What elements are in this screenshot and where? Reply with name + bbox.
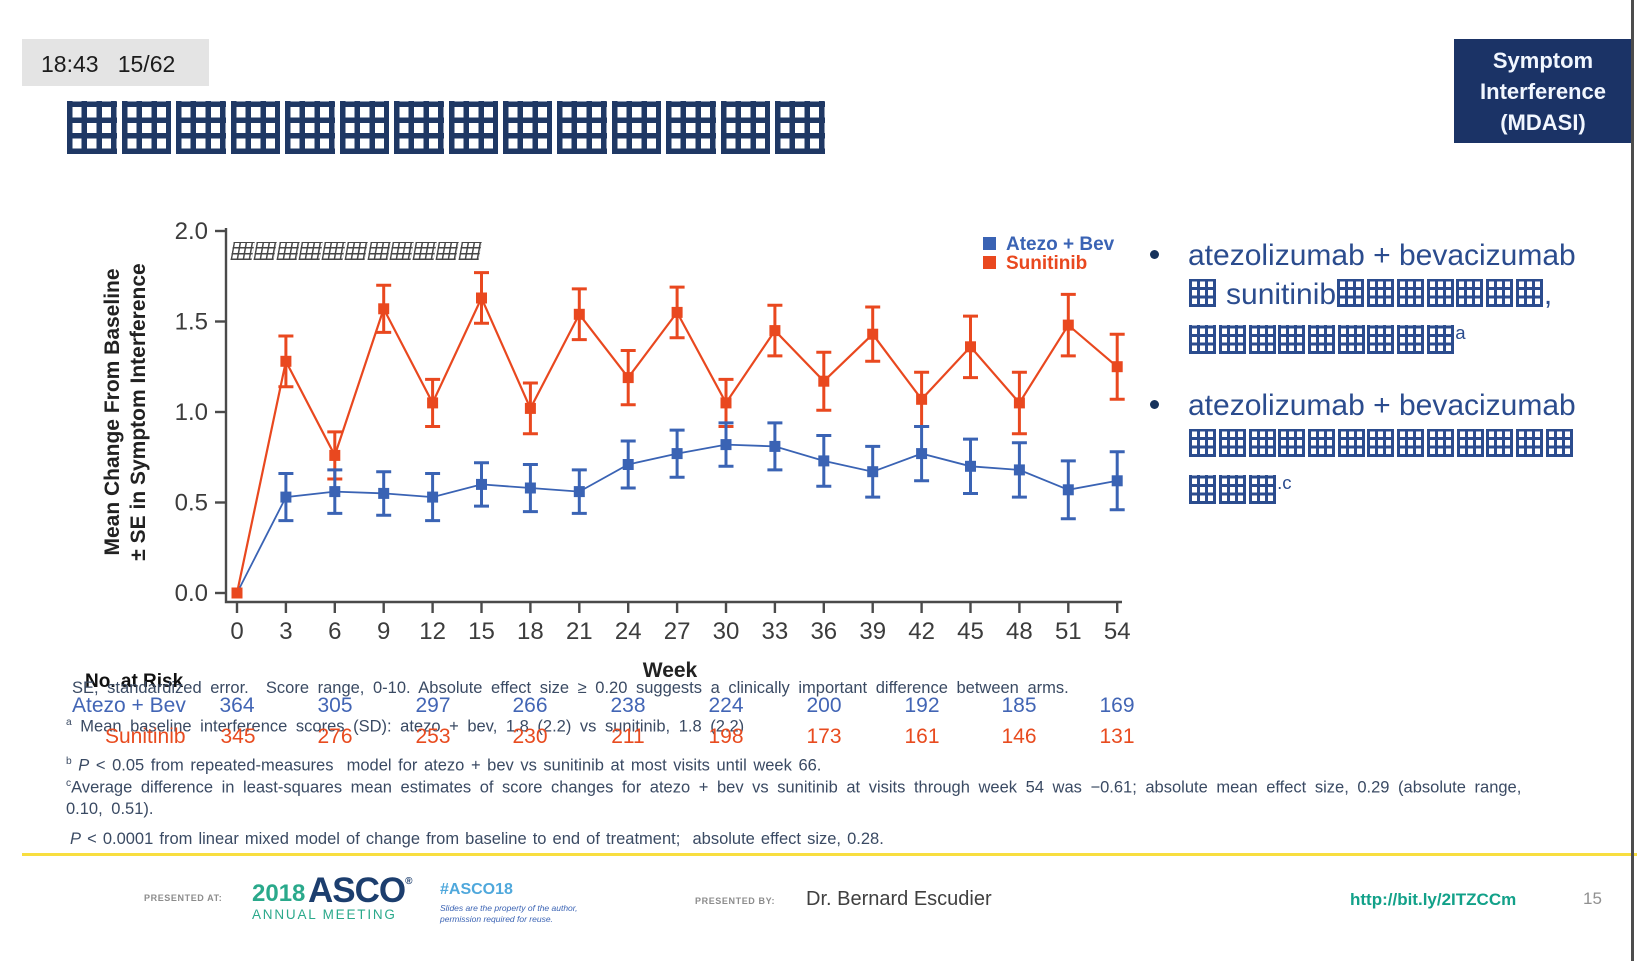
svg-text:Mean Change From Baseline: Mean Change From Baseline — [101, 268, 124, 555]
svg-text:39: 39 — [859, 618, 886, 645]
svg-text:51: 51 — [1055, 618, 1082, 645]
svg-text:9: 9 — [377, 618, 390, 645]
svg-text:0: 0 — [230, 618, 243, 645]
svg-text:Sunitinib: Sunitinib — [1006, 253, 1087, 274]
svg-text:36: 36 — [810, 618, 837, 645]
svg-text:12: 12 — [419, 618, 446, 645]
svg-text:0.0: 0.0 — [175, 580, 208, 607]
svg-text:33: 33 — [762, 618, 789, 645]
svg-text:54: 54 — [1104, 618, 1131, 645]
svg-text:27: 27 — [664, 618, 691, 645]
svg-text:21: 21 — [566, 618, 593, 645]
svg-text:0.5: 0.5 — [175, 490, 208, 517]
svg-text:3: 3 — [279, 618, 292, 645]
svg-text:48: 48 — [1006, 618, 1033, 645]
svg-text:18: 18 — [517, 618, 544, 645]
svg-text:15: 15 — [468, 618, 495, 645]
svg-text:30: 30 — [713, 618, 740, 645]
svg-text:45: 45 — [957, 618, 984, 645]
svg-text:42: 42 — [908, 618, 935, 645]
svg-text:± SE in Symptom Interference: ± SE in Symptom Interference — [127, 263, 150, 560]
svg-text:Week: Week — [643, 659, 698, 682]
svg-text:6: 6 — [328, 618, 341, 645]
svg-text:1.0: 1.0 — [175, 399, 208, 426]
svg-text:2.0: 2.0 — [175, 218, 208, 245]
svg-text:24: 24 — [615, 618, 642, 645]
svg-text:Atezo + Bev: Atezo + Bev — [1006, 234, 1115, 255]
svg-text:1.5: 1.5 — [175, 309, 208, 336]
